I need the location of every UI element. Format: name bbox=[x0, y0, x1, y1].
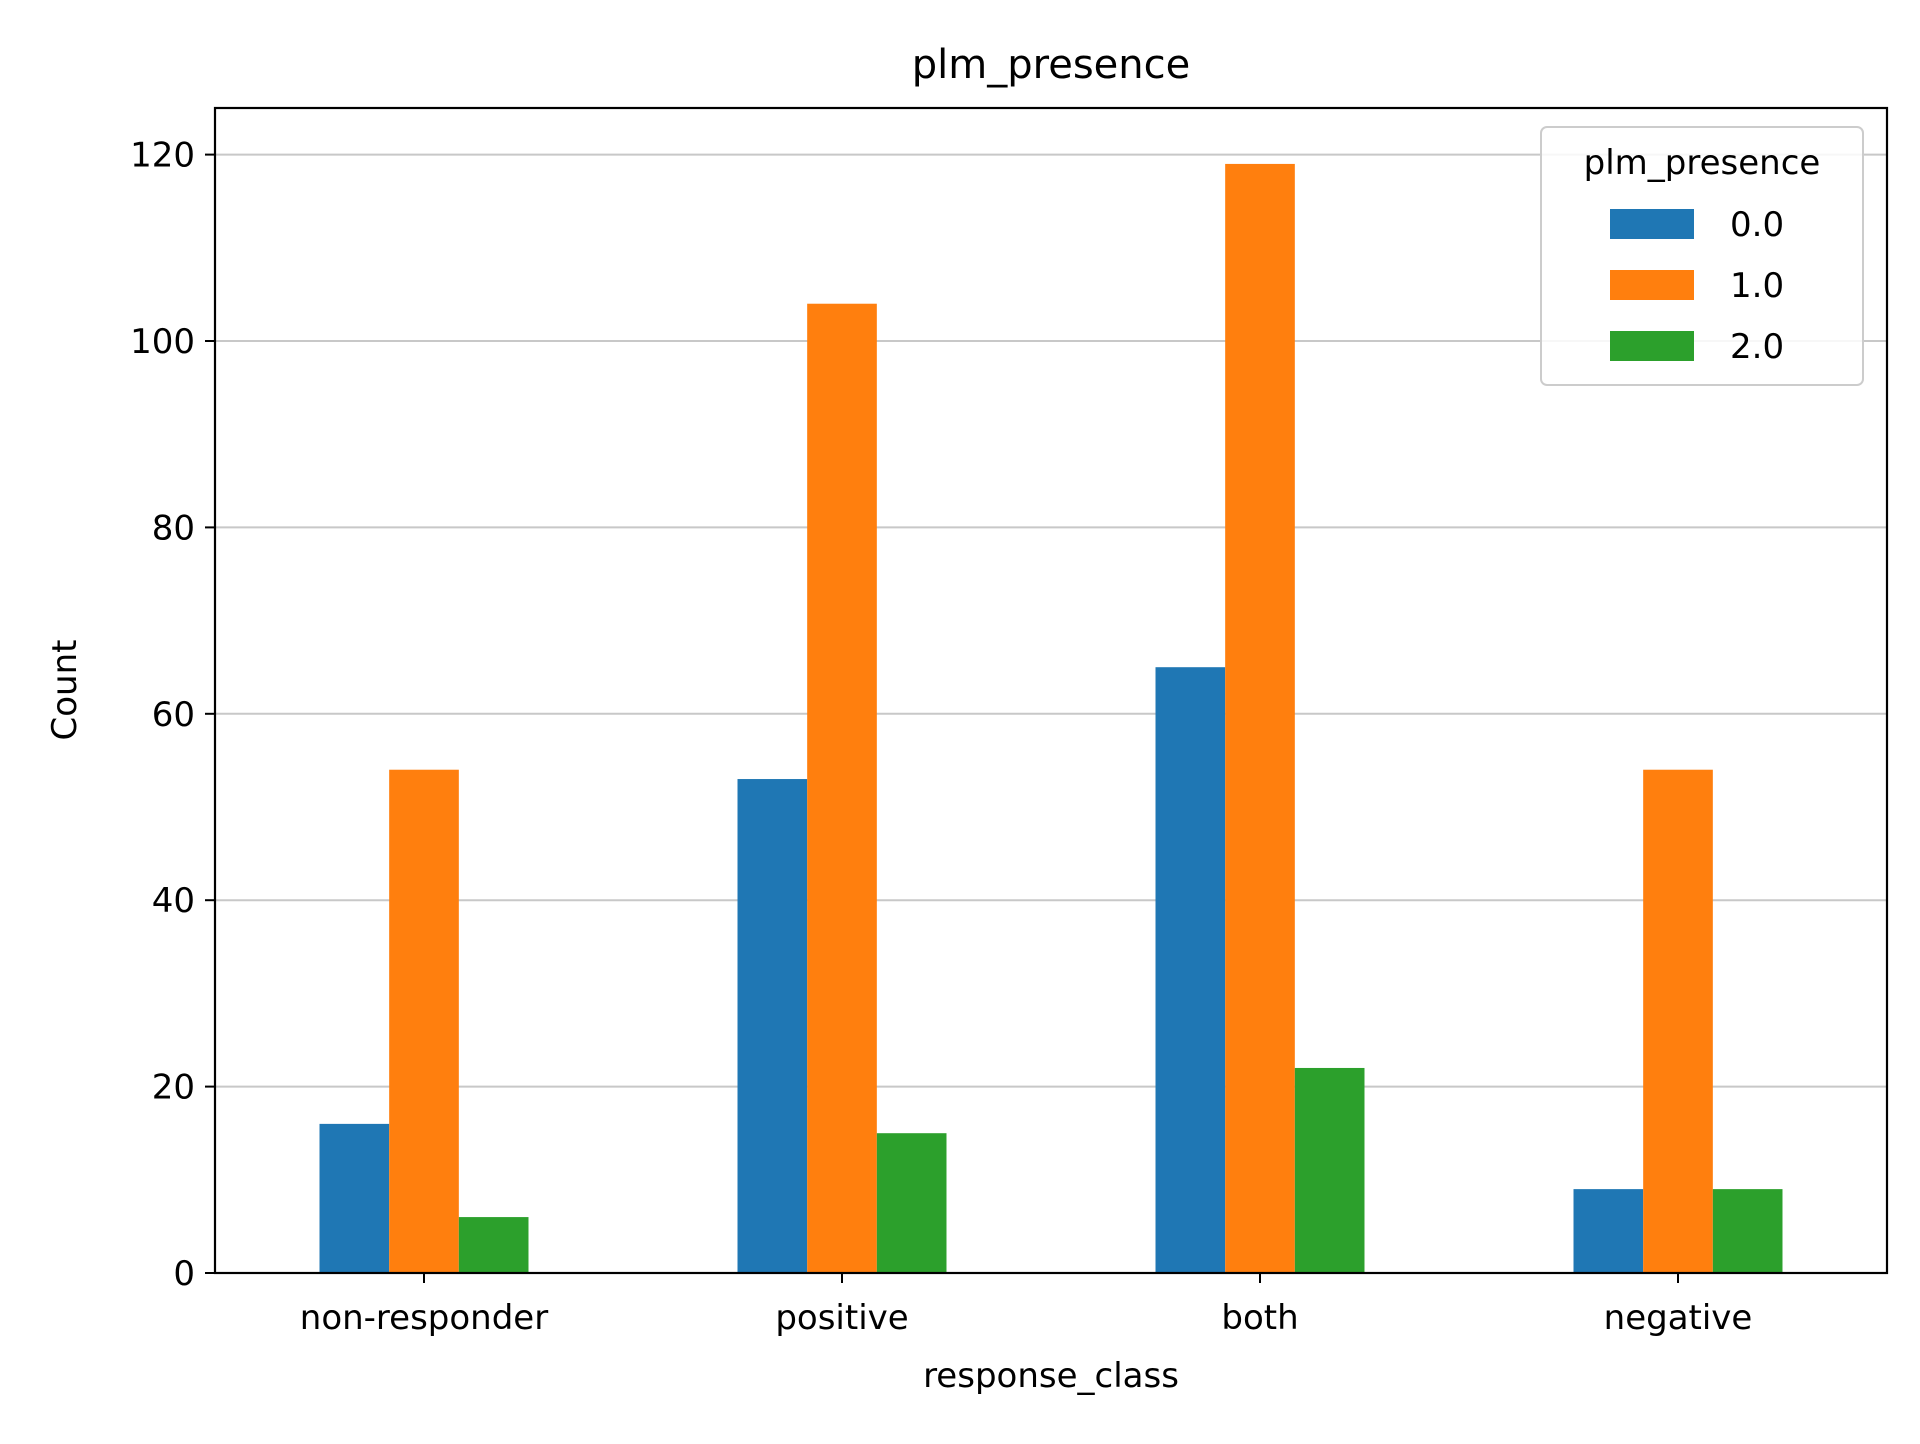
y-tick-label: 80 bbox=[152, 508, 195, 548]
bar-non-responder-0.0 bbox=[319, 1123, 390, 1273]
legend-label: 2.0 bbox=[1730, 327, 1784, 367]
bar-non-responder-1.0 bbox=[389, 769, 459, 1273]
bar-non-responder-2.0 bbox=[458, 1217, 529, 1273]
grid-lines bbox=[215, 153, 1887, 1088]
chart-title: plm_presence bbox=[912, 42, 1190, 88]
y-tick-label: 100 bbox=[130, 322, 195, 362]
legend: plm_presence 0.0 1.0 2.0 bbox=[1540, 126, 1864, 386]
x-tick-label: negative bbox=[1604, 1298, 1753, 1338]
y-axis-label: Count bbox=[45, 640, 85, 741]
legend-label: 1.0 bbox=[1730, 266, 1784, 306]
bars bbox=[319, 163, 1783, 1274]
legend-swatch bbox=[1610, 209, 1694, 239]
x-axis: non-responder positive both negative bbox=[300, 1273, 1753, 1338]
bar-positive-0.0 bbox=[737, 779, 808, 1273]
bar-negative-0.0 bbox=[1573, 1189, 1644, 1273]
y-tick-label: 40 bbox=[152, 881, 195, 921]
legend-title: plm_presence bbox=[1584, 143, 1821, 183]
y-tick-label: 0 bbox=[173, 1254, 195, 1294]
legend-swatch bbox=[1610, 270, 1694, 300]
plot-frame bbox=[213, 106, 1889, 1275]
y-tick-label: 120 bbox=[130, 136, 195, 176]
bar-negative-2.0 bbox=[1712, 1189, 1783, 1273]
bar-both-2.0 bbox=[1294, 1067, 1365, 1273]
bar-both-1.0 bbox=[1225, 163, 1295, 1273]
x-tick-label: both bbox=[1221, 1298, 1298, 1338]
y-tick-label: 60 bbox=[152, 695, 195, 735]
x-tick-label: non-responder bbox=[300, 1298, 548, 1338]
y-axis: 0 20 40 60 80 100 120 bbox=[130, 136, 215, 1294]
legend-label: 0.0 bbox=[1730, 205, 1784, 245]
bar-both-0.0 bbox=[1155, 667, 1226, 1273]
x-axis-label: response_class bbox=[923, 1356, 1179, 1396]
bar-positive-1.0 bbox=[807, 303, 877, 1274]
legend-swatch bbox=[1610, 331, 1694, 361]
bar-negative-1.0 bbox=[1643, 769, 1713, 1273]
y-tick-label: 20 bbox=[152, 1068, 195, 1108]
bar-positive-2.0 bbox=[876, 1133, 947, 1273]
x-tick-label: positive bbox=[775, 1298, 908, 1338]
legend-box bbox=[1540, 126, 1864, 386]
